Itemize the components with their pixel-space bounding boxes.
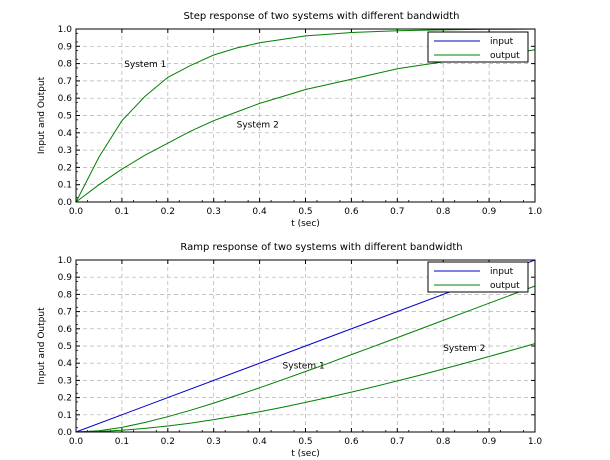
chart1-x-axis-label: t (sec) — [291, 219, 320, 229]
chart2-x-tick-label: 0.7 — [390, 437, 404, 447]
chart2-legend-label: output — [490, 281, 520, 291]
chart1-x-tick-label: 0.7 — [390, 207, 404, 217]
chart1-plot-frame — [75, 28, 536, 203]
chart1-y-tick-label: 0.5 — [58, 112, 72, 122]
chart2-y-tick-label: 0.2 — [58, 394, 72, 404]
chart2-y-tick-label: 1.0 — [58, 256, 73, 266]
chart1-series-2-line — [75, 28, 536, 203]
chart1-y-axis-label: Input and Output — [37, 76, 47, 154]
chart2-x-tick-label: 0.5 — [298, 437, 312, 447]
chart1-x-tick-label: 1.0 — [528, 207, 543, 217]
chart2-x-tick-label: 0.6 — [344, 437, 359, 447]
chart2-x-tick-label: 0.3 — [207, 437, 221, 447]
chart2-x-tick-label: 1.0 — [528, 437, 543, 447]
chart1-legend-label: input — [490, 37, 514, 47]
chart2-x-tick-label: 0.8 — [436, 437, 451, 447]
chart1-y-tick-label: 0.4 — [58, 129, 73, 139]
chart1-x-tick-label: 0.0 — [69, 207, 84, 217]
chart2-y-axis-label: Input and Output — [37, 307, 47, 385]
chart2-plot-frame — [75, 259, 536, 433]
chart1-x-tick-label: 0.8 — [436, 207, 451, 217]
chart2-annotation-1: System 1 — [283, 361, 325, 371]
chart1-y-tick-label: 0.0 — [58, 198, 73, 208]
chart1-x-tick-label: 0.6 — [344, 207, 359, 217]
chart1-y-tick-label: 0.6 — [58, 94, 73, 104]
chart1-y-tick-label: 0.9 — [58, 42, 73, 52]
chart1-x-tick-label: 0.3 — [207, 207, 221, 217]
chart2-legend-label: input — [490, 267, 514, 277]
chart1-x-tick-label: 0.5 — [298, 207, 312, 217]
chart1-x-tick-label: 0.2 — [161, 207, 175, 217]
chart2-series-2-line — [75, 285, 536, 433]
chart2-series-3-line — [75, 343, 536, 433]
chart1-y-tick-label: 0.1 — [58, 181, 72, 191]
chart2-y-tick-label: 0.5 — [58, 342, 72, 352]
chart2-x-tick-label: 0.4 — [252, 437, 267, 447]
chart1-x-tick-label: 0.4 — [252, 207, 267, 217]
chart1-y-tick-label: 0.3 — [58, 146, 72, 156]
chart2-x-axis-label: t (sec) — [291, 449, 320, 459]
chart1-y-tick-label: 1.0 — [58, 25, 73, 35]
chart2-annotation-2: System 2 — [443, 344, 485, 354]
chart2-y-tick-label: 0.7 — [58, 308, 72, 318]
chart1-legend-label: output — [490, 51, 520, 61]
chart2-y-tick-label: 0.9 — [58, 273, 73, 283]
chart2-y-tick-label: 0.8 — [58, 290, 73, 300]
chart2-x-tick-label: 0.9 — [482, 437, 497, 447]
chart2-x-tick-label: 0.1 — [115, 437, 129, 447]
chart1-y-tick-label: 0.8 — [58, 60, 73, 70]
chart2-y-tick-label: 0.0 — [58, 428, 73, 438]
chart1-title: Step response of two systems with differ… — [183, 11, 459, 22]
chart2-title: Ramp response of two systems with differ… — [180, 242, 462, 253]
chart1-legend-box — [427, 31, 529, 63]
chart1-x-tick-label: 0.1 — [115, 207, 129, 217]
chart2-y-tick-label: 0.6 — [58, 325, 73, 335]
chart1-annotation-1: System 1 — [124, 60, 166, 70]
chart1-y-tick-label: 0.7 — [58, 77, 72, 87]
chart2-y-tick-label: 0.4 — [58, 359, 73, 369]
chart1-annotation-2: System 2 — [237, 121, 279, 131]
chart1-x-tick-label: 0.9 — [482, 207, 497, 217]
chart2-x-tick-label: 0.0 — [69, 437, 84, 447]
chart2-y-tick-label: 0.3 — [58, 376, 72, 386]
chart2-y-tick-label: 0.1 — [58, 411, 72, 421]
chart1-y-tick-label: 0.2 — [58, 163, 72, 173]
chart2-legend-box — [427, 261, 529, 293]
chart2-x-tick-label: 0.2 — [161, 437, 175, 447]
